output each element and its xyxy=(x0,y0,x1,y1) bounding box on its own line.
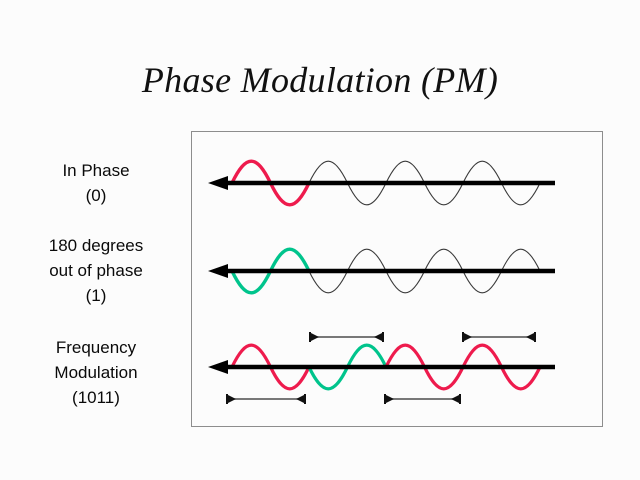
waveform-row-2 xyxy=(208,343,555,391)
dimension-arrow-icon xyxy=(374,333,382,341)
row-label-frequency-modulation: Frequency Modulation (1011) xyxy=(8,335,184,410)
row-label-in-phase: In Phase (0) xyxy=(8,158,184,208)
row-label-line: 180 degrees xyxy=(48,236,144,255)
row-label-line: (1) xyxy=(85,286,107,305)
row-label-line: In Phase xyxy=(62,161,130,180)
bit-span-1 xyxy=(226,394,306,404)
dimension-arrow-icon xyxy=(311,333,319,341)
bit-span-2 xyxy=(309,332,384,342)
row-label-line: out of phase xyxy=(49,261,143,280)
row-label-out-of-phase: 180 degrees out of phase (1) xyxy=(8,233,184,308)
bit-span-3 xyxy=(384,394,461,404)
time-axis-arrow-icon xyxy=(208,264,228,278)
time-axis-arrow-icon xyxy=(208,360,228,374)
row-label-line: (1011) xyxy=(72,388,120,407)
dimension-arrow-icon xyxy=(526,333,534,341)
page-title: Phase Modulation (PM) xyxy=(141,60,499,100)
bit-span-4 xyxy=(462,332,536,342)
dimension-arrow-icon xyxy=(451,395,459,403)
waveform-row-1 xyxy=(208,247,555,295)
dimension-arrow-icon xyxy=(464,333,472,341)
dimension-arrow-icon xyxy=(386,395,394,403)
row-label-line: Modulation xyxy=(54,363,138,382)
dimension-arrow-icon xyxy=(228,395,236,403)
waveform-row-0 xyxy=(208,159,555,207)
row-label-line: Frequency xyxy=(55,338,137,357)
dimension-arrow-icon xyxy=(296,395,304,403)
row-label-line: (0) xyxy=(85,186,107,205)
time-axis-arrow-icon xyxy=(208,176,228,190)
